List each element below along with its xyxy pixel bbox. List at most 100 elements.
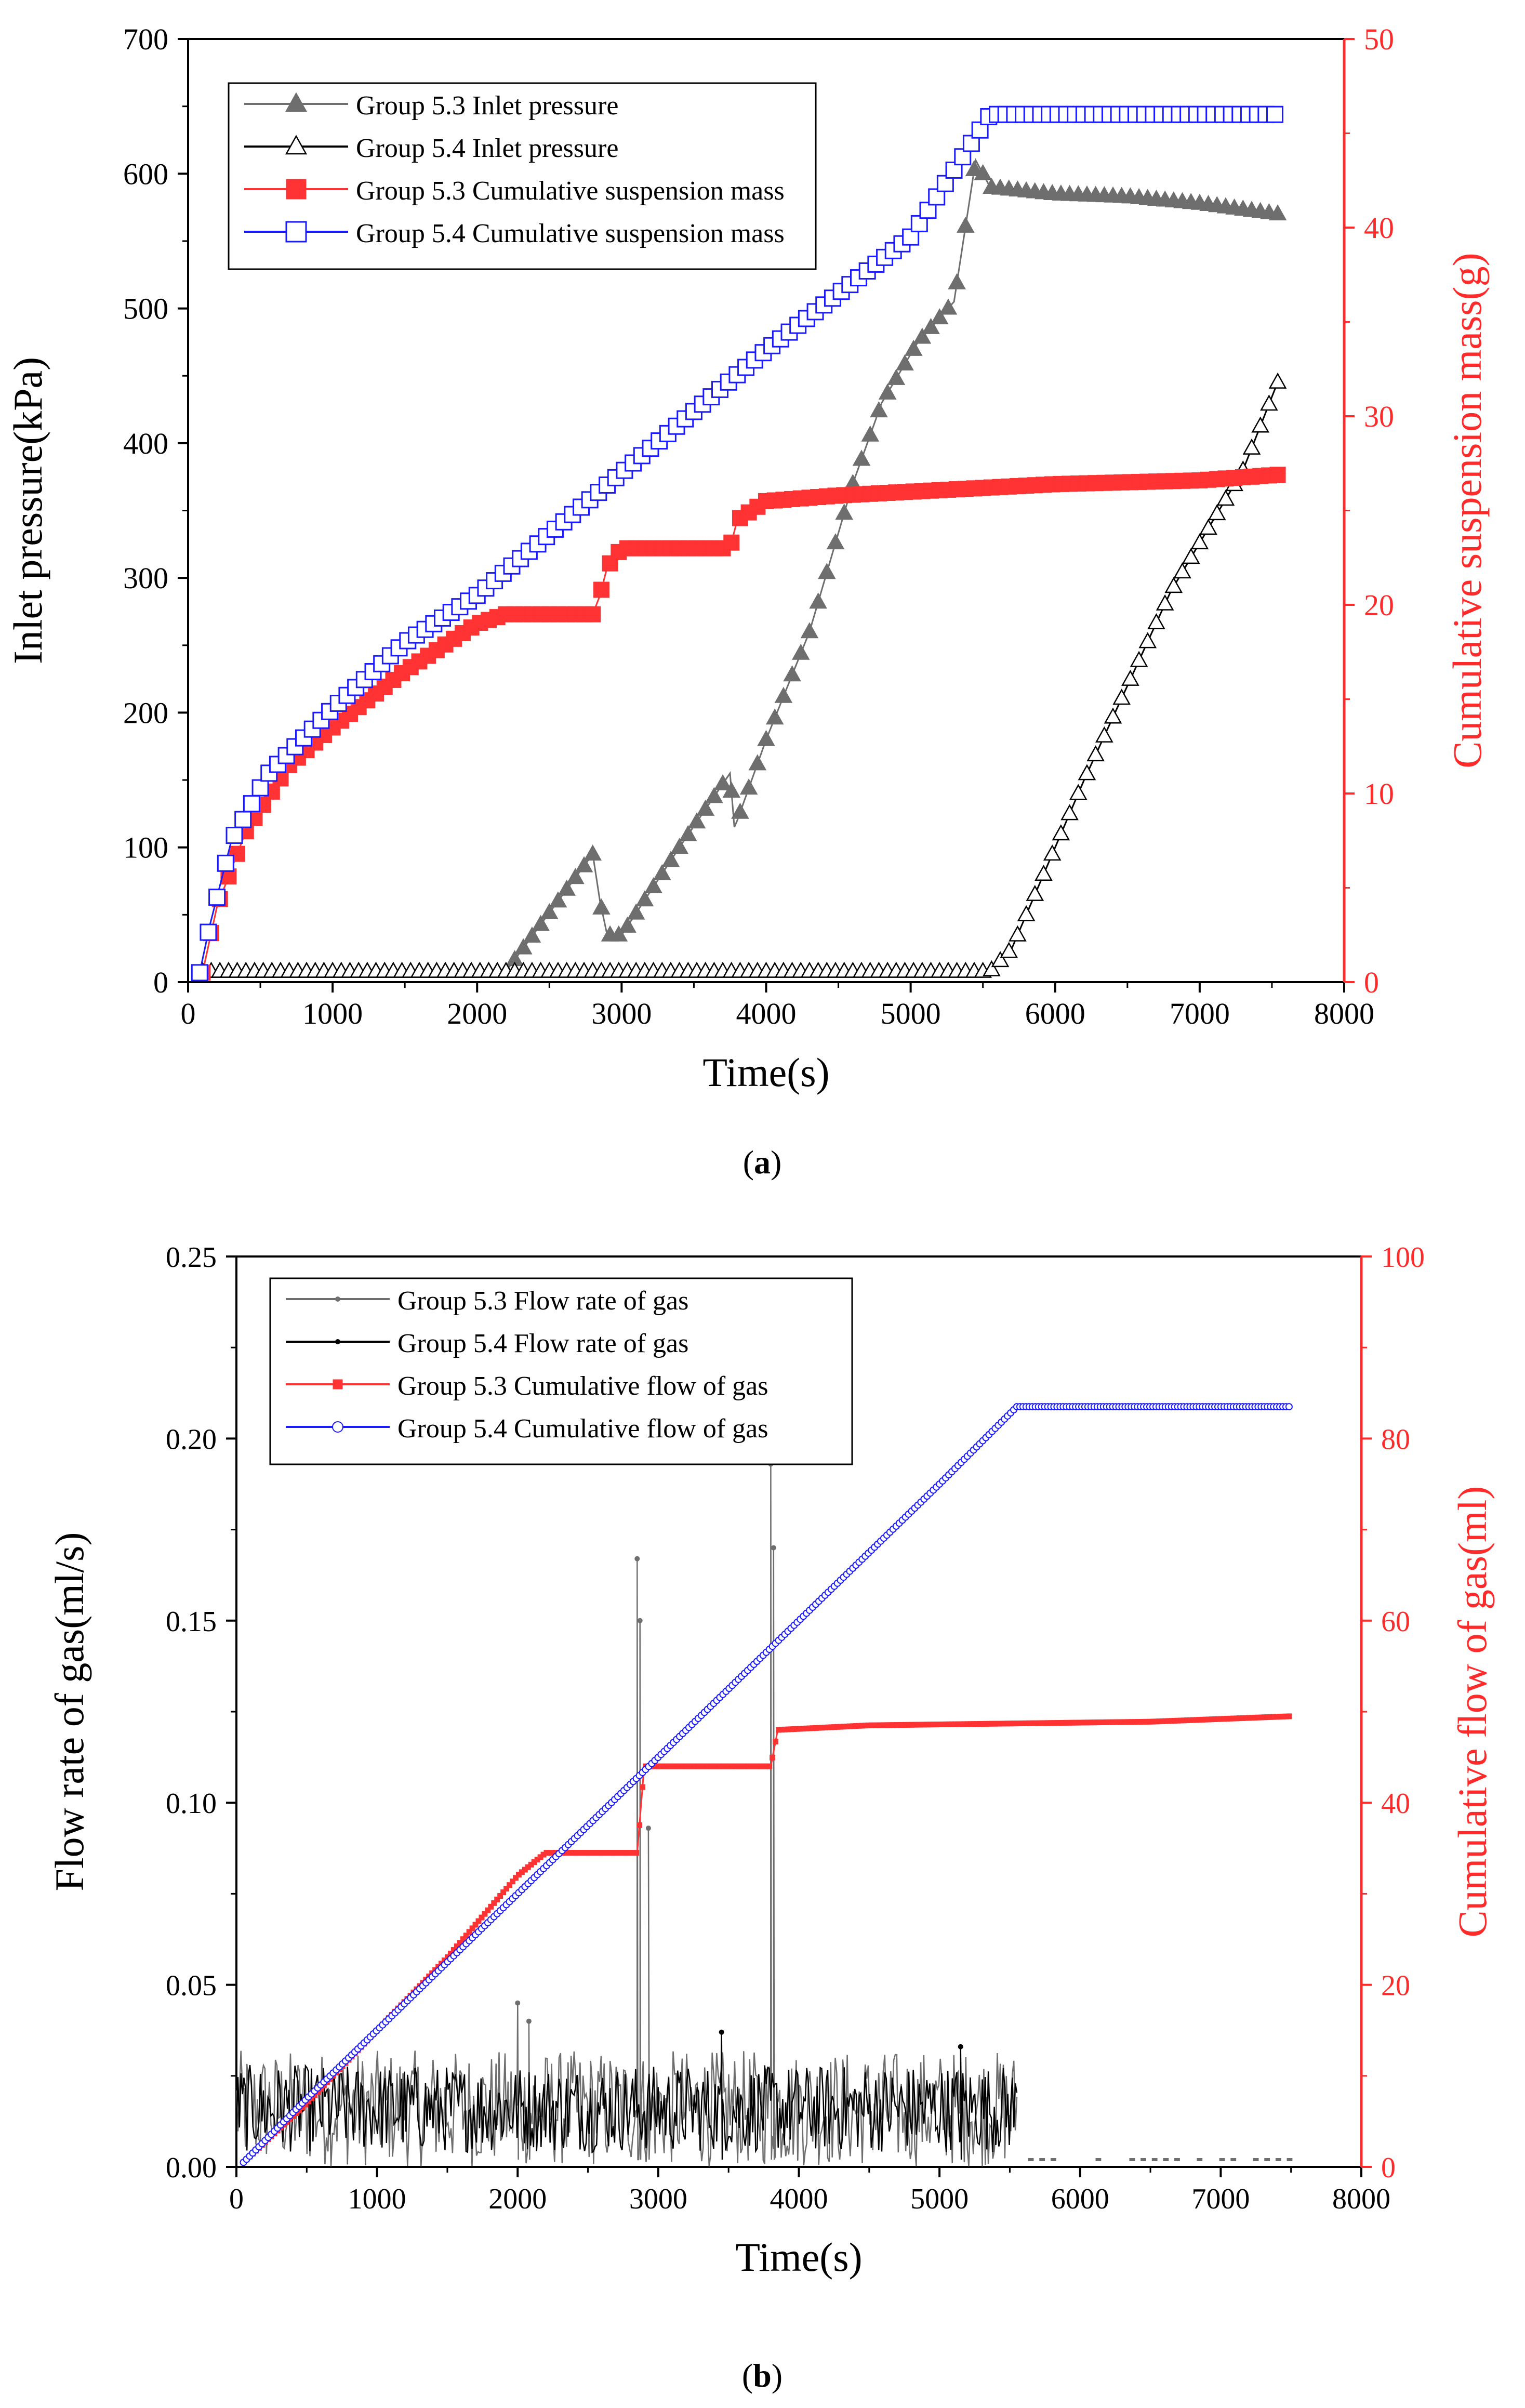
data-point	[922, 317, 940, 334]
y-left-axis-title: Flow rate of gas(ml/s)	[47, 1532, 92, 1891]
legend-label: Group 5.4 Inlet pressure	[356, 134, 618, 163]
data-point	[930, 308, 949, 325]
y-left-tick-label: 100	[123, 831, 168, 865]
data-point	[1173, 562, 1191, 579]
legend-label: Group 5.3 Cumulative suspension mass	[356, 176, 785, 206]
data-point	[1078, 764, 1096, 780]
data-point	[696, 799, 715, 816]
series-line	[202, 157, 1280, 972]
data-point	[488, 1903, 494, 1910]
y-right-tick-label: 80	[1381, 1423, 1410, 1456]
legend-label: Group 5.3 Inlet pressure	[356, 91, 618, 121]
series-group-5-4-inlet-pressure	[193, 372, 1287, 978]
legend-swatch-marker	[285, 92, 308, 112]
data-point	[482, 1911, 488, 1917]
data-point	[644, 877, 662, 894]
data-point	[633, 1850, 640, 1856]
data-point	[791, 643, 810, 660]
data-point	[870, 401, 888, 418]
spike-marker	[645, 1825, 651, 1831]
x-axis-title: Time(s)	[702, 1050, 829, 1095]
data-point	[585, 606, 601, 623]
data-point	[766, 1763, 773, 1769]
series-group-5-4-flow-rate-of-gas	[236, 2029, 1018, 2160]
data-point	[523, 927, 541, 943]
data-point	[783, 665, 801, 682]
y-left-tick-label: 0.25	[166, 1241, 217, 1274]
data-point	[902, 228, 920, 246]
data-point	[485, 1907, 491, 1913]
panel-b-label: b	[753, 2357, 772, 2394]
legend-swatch-marker	[333, 1379, 343, 1390]
legend-label: Group 5.4 Flow rate of gas	[397, 1329, 688, 1358]
chart-panel-a: 0 1000 2000 3000 4000 5000 6000 7000 80000100200…	[5, 22, 1490, 1095]
y-right-axis-title: Cumulative flow of gas(ml)	[1450, 1486, 1495, 1938]
data-point	[191, 964, 208, 982]
data-point	[1017, 905, 1036, 921]
data-point	[1190, 533, 1209, 550]
y-left-tick-label: 200	[123, 696, 168, 730]
y-right-tick-label: 20	[1381, 1970, 1410, 2002]
data-point	[1043, 844, 1062, 861]
data-point	[503, 1886, 510, 1892]
y-left-tick-label: 0.05	[166, 1970, 217, 2002]
data-point	[1035, 865, 1053, 881]
data-point	[670, 838, 688, 854]
data-point	[722, 782, 741, 798]
y-right-tick-label: 20	[1364, 588, 1394, 622]
series-group-5-4-cumulative-suspension-mass	[191, 105, 1283, 982]
data-point	[497, 1893, 503, 1899]
data-point	[1147, 613, 1165, 630]
data-point	[835, 504, 854, 520]
data-point	[1086, 745, 1105, 762]
data-point	[861, 425, 880, 442]
data-point	[208, 889, 226, 906]
data-point	[1216, 489, 1235, 506]
data-point	[887, 368, 906, 385]
data-point	[1026, 884, 1044, 901]
data-point	[1095, 726, 1113, 743]
data-point	[679, 825, 697, 841]
data-point	[939, 298, 958, 315]
data-point	[956, 216, 975, 233]
data-point	[1009, 925, 1027, 942]
data-point	[904, 339, 923, 356]
x-tick-label: 0	[229, 2183, 244, 2215]
data-point	[1069, 784, 1088, 800]
legend: Group 5.3 Flow rate of gas Group 5.4 Flow…	[269, 1277, 853, 1465]
legend-swatch-marker	[285, 221, 307, 243]
data-point	[965, 160, 984, 176]
data-point	[584, 844, 602, 861]
plot-area	[191, 105, 1287, 982]
legend-swatch-marker	[335, 1296, 340, 1302]
legend-swatch-marker	[332, 1421, 343, 1433]
x-tick-label: 4000	[770, 2183, 828, 2215]
data-point	[1286, 1713, 1292, 1719]
y-left-tick-label: 0	[153, 965, 168, 999]
data-point	[1268, 372, 1287, 389]
data-point	[1269, 467, 1286, 483]
data-point	[1285, 1403, 1293, 1411]
data-point	[494, 1896, 500, 1902]
data-point	[913, 327, 932, 344]
data-point	[1121, 669, 1139, 686]
x-tick-label: 3000	[629, 2183, 687, 2215]
series-line	[202, 474, 1279, 973]
spike-marker	[719, 2029, 724, 2035]
data-point	[974, 164, 992, 180]
series-group-5-3-cumulative-suspension-mass	[194, 467, 1286, 981]
data-point	[1182, 548, 1200, 564]
data-point	[627, 903, 645, 920]
data-point	[1104, 707, 1122, 724]
data-point	[286, 738, 304, 756]
x-tick-label: 6000	[1025, 997, 1085, 1030]
data-point	[757, 730, 775, 746]
data-point	[466, 1929, 472, 1935]
series-line	[236, 2032, 1018, 2160]
legend-box	[228, 82, 817, 270]
y-left-tick-label: 600	[123, 157, 168, 191]
x-tick-label: 0	[181, 997, 196, 1030]
x-axis-title: Time(s)	[735, 2234, 862, 2280]
y-right-axis-title: Cumulative suspension mass(g)	[1444, 253, 1490, 768]
